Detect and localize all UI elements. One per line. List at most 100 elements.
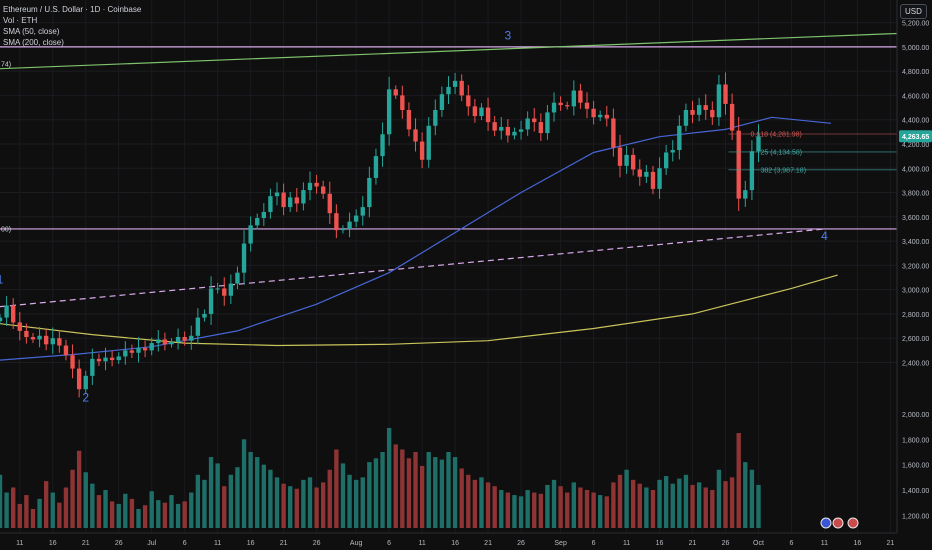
volume-bar bbox=[373, 458, 379, 528]
volume-bar bbox=[288, 486, 293, 528]
time-tick-label: 11 bbox=[623, 540, 630, 547]
volume-bar bbox=[637, 483, 642, 528]
candle-body bbox=[222, 288, 227, 296]
volume-bar bbox=[538, 493, 544, 528]
price-tick-label: 4,000.00 bbox=[902, 166, 929, 173]
volume-bar bbox=[525, 490, 530, 528]
candle-body bbox=[413, 129, 418, 142]
volume-bar bbox=[591, 492, 596, 528]
candle-body bbox=[360, 207, 365, 216]
volume-tick-label: 1,400.00 bbox=[902, 488, 929, 495]
volume-bar bbox=[644, 487, 649, 528]
volume-bar bbox=[182, 501, 187, 528]
time-tick-label: 6 bbox=[790, 540, 794, 547]
candle-body bbox=[439, 94, 445, 110]
candle-body bbox=[169, 341, 174, 345]
candle-body bbox=[466, 95, 471, 107]
candle-body bbox=[406, 109, 412, 130]
candle-body bbox=[0, 317, 3, 322]
time-tick-label: 21 bbox=[82, 540, 90, 547]
time-tick-label: 16 bbox=[854, 540, 862, 547]
volume-bar bbox=[657, 479, 662, 528]
volume-bar bbox=[598, 495, 603, 528]
price-axis[interactable]: 5,200.00 5,000.00 4,800.00 4,600.00 4,400.00… bbox=[896, 0, 932, 533]
candle-body bbox=[611, 118, 616, 148]
time-tick-label: 21 bbox=[689, 540, 697, 547]
candle-body bbox=[353, 215, 359, 222]
time-tick-label: 16 bbox=[49, 540, 57, 547]
volume-indicator-label[interactable]: Vol · ETH bbox=[3, 16, 38, 25]
candle-body bbox=[248, 225, 253, 244]
event-flag-icon bbox=[847, 517, 859, 529]
candle-body bbox=[4, 305, 9, 318]
volume-bar bbox=[479, 477, 484, 528]
candle-body bbox=[215, 288, 220, 290]
sma50-indicator-label[interactable]: SMA (50, close) bbox=[3, 27, 60, 36]
time-tick-label: 6 bbox=[183, 540, 187, 547]
time-tick-label: 6 bbox=[592, 540, 596, 547]
candle-body bbox=[729, 103, 735, 131]
price-tick-label: 2,400.00 bbox=[902, 361, 929, 368]
candle-body bbox=[598, 114, 603, 118]
event-flag-icon bbox=[820, 517, 832, 529]
time-tick-label: 21 bbox=[887, 540, 895, 547]
candle-body bbox=[538, 122, 544, 134]
candle-body bbox=[650, 171, 656, 189]
candle-body bbox=[617, 147, 623, 166]
volume-bar bbox=[518, 496, 524, 528]
wave-label-4: 4 bbox=[821, 229, 828, 243]
time-tick-label: 21 bbox=[280, 540, 288, 547]
time-tick-label: 26 bbox=[722, 540, 730, 547]
volume-bar bbox=[696, 482, 702, 528]
candle-body bbox=[532, 118, 537, 123]
price-tick-label: 3,200.00 bbox=[902, 263, 929, 270]
volume-bar bbox=[452, 457, 458, 528]
time-tick-label: 16 bbox=[247, 540, 255, 547]
volume-bar bbox=[57, 502, 62, 528]
volume-bar bbox=[255, 457, 260, 528]
volume-bar bbox=[716, 469, 722, 528]
volume-bar bbox=[749, 469, 755, 528]
volume-bar bbox=[604, 496, 609, 528]
volume-bar bbox=[17, 503, 22, 528]
candle-body bbox=[736, 130, 741, 199]
annotations: 0.618 (4,281.98) 25 (4,134.58) 382 (3,987.… bbox=[0, 29, 897, 404]
time-tick-label: 26 bbox=[115, 540, 123, 547]
candle-body bbox=[123, 350, 128, 357]
volume-bar bbox=[162, 502, 168, 528]
event-marker-icons[interactable] bbox=[820, 517, 859, 529]
volume-bar bbox=[578, 487, 583, 528]
candle-body bbox=[743, 190, 748, 199]
candle-body bbox=[50, 338, 55, 345]
volume-bar bbox=[459, 468, 464, 528]
volume-bar bbox=[24, 495, 29, 528]
symbol-title[interactable]: Ethereum / U.S. Dollar · 1D · Coinbase bbox=[3, 5, 142, 14]
sma200-indicator-label[interactable]: SMA (200, close) bbox=[3, 38, 64, 47]
volume-bar bbox=[228, 474, 234, 528]
candle-body bbox=[499, 126, 504, 131]
candle-body bbox=[90, 358, 95, 376]
candle-body bbox=[17, 322, 22, 331]
currency-badge[interactable]: USD bbox=[900, 4, 927, 19]
volume-bar bbox=[360, 477, 365, 528]
volume-bar bbox=[123, 493, 128, 528]
candle-body bbox=[703, 105, 708, 110]
candle-body bbox=[485, 107, 491, 123]
volume-bar bbox=[551, 479, 557, 528]
volume-bar bbox=[340, 463, 346, 528]
volume-bar bbox=[367, 462, 372, 528]
volume-bar bbox=[743, 462, 748, 528]
candle-body bbox=[57, 338, 62, 346]
volume-bar bbox=[314, 487, 319, 528]
volume-bar bbox=[446, 452, 451, 528]
volume-bar bbox=[294, 488, 299, 528]
time-axis[interactable]: 11 16 21 26 Jul 6 11 16 21 26 Aug 6 11 16 21 26 Sep 6 11 16… bbox=[0, 532, 897, 547]
candle-body bbox=[518, 129, 524, 132]
volume-bar bbox=[353, 479, 359, 528]
volume-bar bbox=[248, 452, 253, 528]
candle-body bbox=[202, 313, 207, 318]
volume-bar bbox=[96, 495, 102, 528]
fib-level-label: 0.618 (4,281.98) bbox=[750, 132, 801, 139]
volume-bar bbox=[116, 503, 121, 528]
